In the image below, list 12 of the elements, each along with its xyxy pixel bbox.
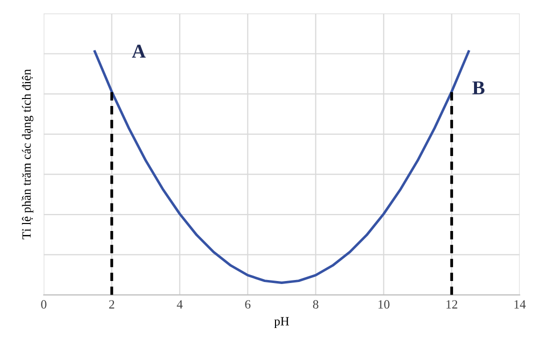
x-tick-label: 4 <box>176 300 183 308</box>
annotation: B <box>472 81 484 94</box>
x-tick-label: 2 <box>109 300 114 308</box>
x-tick-label: 10 <box>378 300 390 309</box>
annotation: A <box>132 44 146 58</box>
x-tick-label: 8 <box>313 300 318 309</box>
x-tick-label: 6 <box>245 300 250 309</box>
x-tick-label: 0 <box>41 300 46 309</box>
x-tick-label: 14 <box>514 300 526 308</box>
x-tick-label: 12 <box>446 300 458 308</box>
x-axis-title: pH <box>274 317 289 328</box>
y-axis-title: Tỉ lệ phần trăm các dạng tích điện <box>22 69 34 240</box>
